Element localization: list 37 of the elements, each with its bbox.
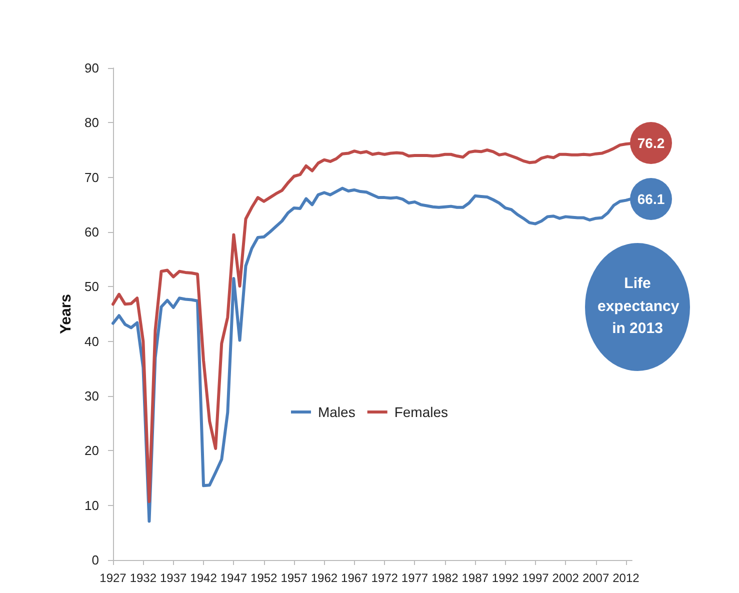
circle-icon: Life expectancy in 2013	[585, 243, 690, 371]
legend-label: Males	[318, 404, 356, 420]
data-label: 76.2	[637, 135, 665, 152]
x-tick-label: 2007	[582, 571, 610, 585]
annotation: Life expectancy in 2013	[598, 274, 680, 340]
x-tick-label: 1942	[190, 571, 218, 585]
y-tick-label: 60	[84, 224, 99, 240]
y-tick-label: 90	[84, 60, 99, 76]
x-tick-label: 1952	[250, 571, 278, 585]
x-tick-label: 1987	[462, 571, 489, 585]
y-tick-label: 30	[84, 388, 99, 404]
legend-label: Females	[394, 404, 448, 420]
y-tick-label: 70	[84, 170, 99, 185]
x-tick-label: 1932	[130, 571, 157, 585]
x-tick-label: 2012	[612, 571, 640, 585]
x-tick-label: 1947	[220, 571, 248, 585]
x-tick-label: 1977	[401, 571, 428, 585]
y-tick-label: 0	[92, 552, 99, 568]
y-tick-label: 50	[84, 279, 99, 294]
x-tick-label: 1982	[432, 571, 459, 585]
circle-icon: 76.2	[630, 122, 672, 164]
x-tick-label: 1967	[341, 571, 368, 585]
circle-icon: 66.1	[630, 178, 672, 220]
x-tick-label: 1937	[160, 571, 188, 585]
x-tick-label: 1997	[522, 571, 550, 585]
x-tick-label: 2002	[552, 571, 580, 585]
y-axis-title: Years	[58, 294, 75, 334]
y-tick-label: 10	[84, 498, 99, 513]
y-tick-label: 40	[84, 334, 99, 349]
x-tick-label: 1972	[371, 571, 398, 585]
x-tick-label: 1962	[310, 571, 338, 585]
x-tick-label: 1957	[280, 571, 308, 585]
x-tick-label: 1927	[100, 571, 127, 585]
data-label: 66.1	[637, 190, 665, 207]
x-tick-label: 1992	[492, 571, 519, 585]
y-tick-label: 80	[84, 115, 99, 130]
y-tick-label: 20	[84, 443, 99, 458]
